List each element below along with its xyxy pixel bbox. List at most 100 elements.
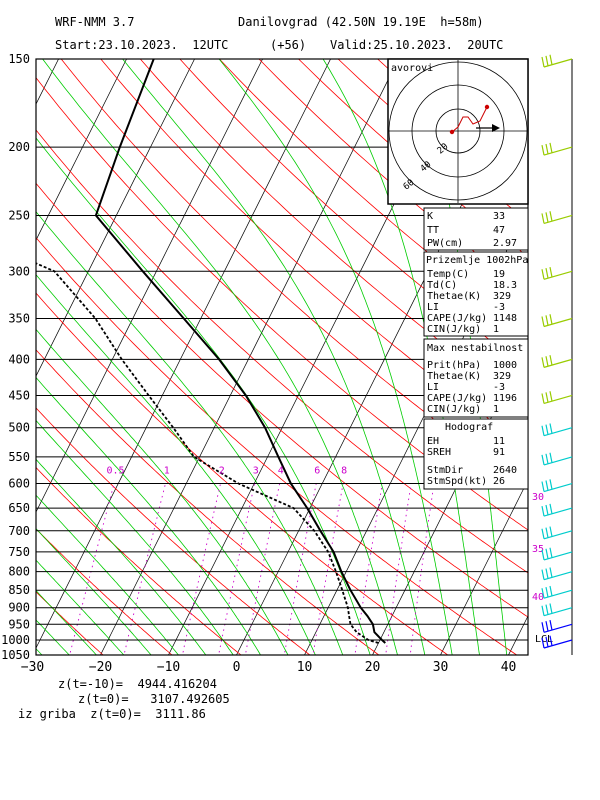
hodograph-trace bbox=[451, 106, 488, 133]
index-value-pw: 2.97 bbox=[493, 238, 517, 249]
moist-adiabat-line bbox=[36, 211, 344, 655]
max-unstable-panel: Max nestabilnost Prit(hPa) 1000 Thetae(K… bbox=[423, 338, 529, 418]
surface-value-thetae: 329 bbox=[493, 291, 511, 302]
pressure-tick-label: 750 bbox=[8, 545, 30, 559]
wind-barb bbox=[541, 423, 573, 437]
hodostats-value-stmdir: 2640 bbox=[493, 465, 517, 476]
moist-adiabat-line bbox=[36, 528, 152, 655]
pressure-tick-label: 1050 bbox=[1, 648, 30, 662]
wind-barb bbox=[541, 635, 573, 649]
pressure-tick-label: 450 bbox=[8, 388, 30, 402]
wind-barb bbox=[541, 54, 573, 68]
mixing-ratio-line bbox=[409, 483, 435, 655]
temperature-tick-label: −30 bbox=[21, 660, 44, 675]
dry-adiabat-line bbox=[100, 59, 528, 448]
moist-adiabat-line bbox=[42, 59, 398, 655]
maxunstable-value-li: -3 bbox=[493, 382, 505, 393]
valid-time: Valid:25.10.2023. 20UTC bbox=[330, 38, 504, 52]
index-label-tt: TT bbox=[427, 225, 439, 236]
moist-adiabat-line bbox=[36, 274, 316, 655]
isotherm-line bbox=[575, 38, 600, 658]
surface-value-temp: 19 bbox=[493, 269, 505, 280]
dry-adiabat-line bbox=[36, 466, 242, 655]
maxunstable-label-cin: CIN(J/kg) bbox=[427, 404, 481, 415]
index-value-k: 33 bbox=[493, 211, 505, 222]
wind-barb bbox=[541, 619, 573, 633]
mixing-ratio-label: 0.5 bbox=[106, 465, 124, 476]
pressure-tick-label: 500 bbox=[8, 421, 30, 435]
footer-z-zero: z(t=0)= 3107.492605 bbox=[78, 692, 230, 706]
mixing-ratio-label: 4 bbox=[278, 465, 284, 476]
pressure-tick-label: 400 bbox=[8, 352, 30, 366]
hodostats-value-eh: 11 bbox=[493, 436, 505, 447]
maxunstable-label-prit: Prit(hPa) bbox=[427, 360, 481, 371]
pressure-tick-label: 950 bbox=[8, 617, 30, 631]
moist-adiabat-line bbox=[36, 589, 98, 655]
maxunstable-value-cin: 1 bbox=[493, 404, 499, 415]
isotherm-line bbox=[36, 59, 195, 377]
hodograph-storm-arrowhead bbox=[492, 124, 500, 132]
run-start: Start:23.10.2023. 12UTC bbox=[55, 38, 229, 52]
dry-adiabat-line bbox=[562, 49, 600, 658]
moist-adiabat-line bbox=[218, 59, 453, 655]
hodostats-label-stmspd: StmSpd(kt) bbox=[427, 476, 487, 487]
wind-barb bbox=[541, 211, 573, 225]
pressure-tick-label: 250 bbox=[8, 208, 30, 222]
station-name: Danilovgrad (42.50N 19.19E h=58m) bbox=[238, 15, 484, 29]
mixing-ratio-label: 8 bbox=[341, 465, 347, 476]
pressure-tick-label: 300 bbox=[8, 264, 30, 278]
wind-barb bbox=[541, 567, 573, 581]
mixing-ratio-label: 6 bbox=[314, 465, 320, 476]
surface-title: Prizemlje 1002hPa bbox=[426, 255, 528, 266]
dry-adiabat-line bbox=[36, 528, 173, 655]
dry-adiabat-line bbox=[36, 349, 380, 655]
temperature-profile-line bbox=[94, 59, 386, 644]
maxunstable-value-cape: 1196 bbox=[493, 393, 517, 404]
dewpoint-profile-line bbox=[36, 262, 379, 644]
skew-t-chart: 1502002503003504004505005506006507007508… bbox=[0, 38, 600, 675]
isotherm-line bbox=[100, 59, 399, 655]
footer-z-griba: iz griba z(t=0)= 3111.86 bbox=[18, 707, 206, 721]
maxunstable-label-cape: CAPE(J/kg) bbox=[427, 393, 487, 404]
moist-adiabat-line bbox=[122, 59, 426, 655]
hodostats-value-stmspd: 26 bbox=[493, 476, 505, 487]
mixing-ratio-line bbox=[385, 483, 412, 655]
pressure-tick-label: 900 bbox=[8, 601, 30, 615]
index-label-pw: PW(cm) bbox=[427, 238, 463, 249]
dry-adiabat-line bbox=[36, 407, 311, 655]
wind-barb bbox=[541, 603, 573, 617]
isotherm-line bbox=[36, 59, 331, 649]
surface-panel: Prizemlje 1002hPa Temp(C) 19 Td(C) 18.3 … bbox=[423, 251, 529, 337]
maxunstable-label-thetae: Thetae(K) bbox=[427, 371, 481, 382]
pressure-tick-label: 350 bbox=[8, 311, 30, 325]
hodostats-label-eh: EH bbox=[427, 436, 439, 447]
wind-barb bbox=[541, 479, 573, 493]
isotherm-line bbox=[0, 38, 1, 658]
temperature-tick-label: 20 bbox=[365, 660, 381, 675]
temperature-tick-label: 10 bbox=[297, 660, 313, 675]
maxunstable-value-thetae: 329 bbox=[493, 371, 511, 382]
hodograph-start-dot bbox=[449, 129, 455, 135]
hodostats-label-sreh: SREH bbox=[427, 447, 451, 458]
maxunstable-label-li: LI bbox=[427, 382, 439, 393]
hodograph-label: avorovi bbox=[391, 63, 433, 74]
wind-barb bbox=[541, 526, 573, 540]
moist-adiabat-line bbox=[36, 328, 289, 655]
surface-label-temp: Temp(C) bbox=[427, 269, 469, 280]
mixing-ratio-line bbox=[69, 483, 115, 655]
temperature-tick-label: 40 bbox=[501, 660, 517, 675]
moist-adiabat-line bbox=[36, 458, 207, 655]
mixing-ratio-line bbox=[354, 483, 383, 655]
mixing-ratio-line bbox=[244, 483, 281, 655]
pressure-tick-label: 1000 bbox=[1, 633, 30, 647]
pressure-tick-label: 700 bbox=[8, 524, 30, 538]
hodograph-panel: avorovi 20 40 60 bbox=[387, 58, 529, 205]
surface-label-thetae: Thetae(K) bbox=[427, 291, 481, 302]
pressure-tick-label: 600 bbox=[8, 477, 30, 491]
dry-adiabat-line bbox=[179, 59, 528, 369]
surface-value-cin: 1 bbox=[493, 324, 499, 335]
right-axis-label: 35 bbox=[532, 544, 544, 555]
hodostats-label-stmdir: StmDir bbox=[427, 465, 463, 476]
isotherm-line bbox=[36, 59, 263, 513]
hodostats-value-sreh: 91 bbox=[493, 447, 505, 458]
